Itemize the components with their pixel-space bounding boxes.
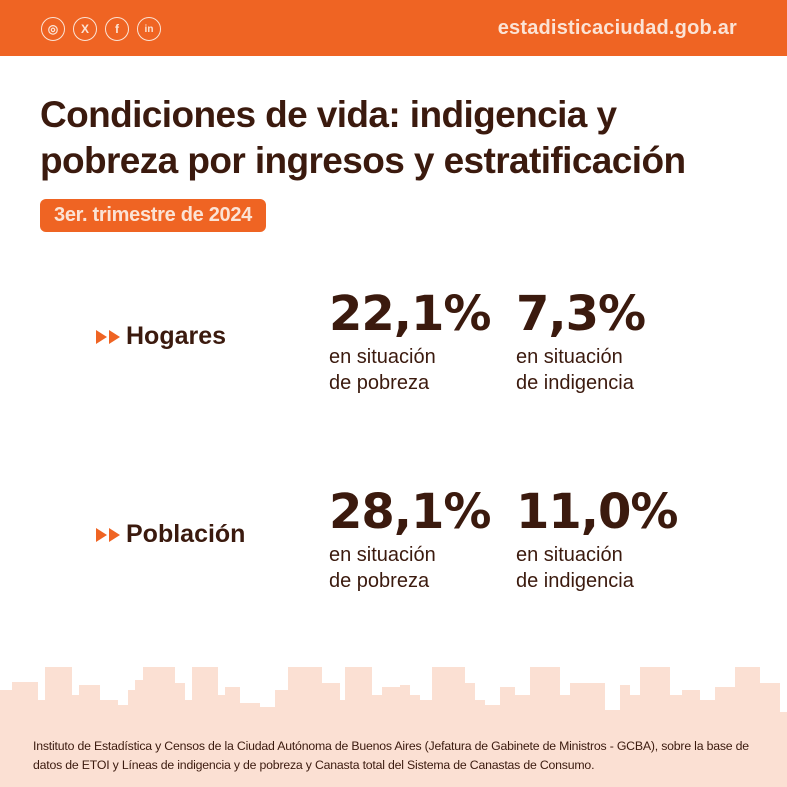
stat-value: 22,1% [329,286,492,342]
instagram-icon[interactable]: ◎ [41,17,65,41]
city-skyline-decoration [0,667,780,715]
footer-band [0,712,787,787]
page-title: Condiciones de vida: indigencia y pobrez… [40,94,686,181]
double-chevron-icon [96,527,120,542]
x-icon[interactable]: X [73,17,97,41]
stat-desc: en situación de pobreza [329,544,436,592]
linkedin-icon[interactable]: in [137,17,161,41]
top-bar: ◎ X f in estadisticaciudad.gob.ar [0,0,787,56]
row-poblacion: Población 28,1% en situación de pobreza 1… [0,486,787,596]
stat-poblacion-pobreza: 28,1% en situación de pobreza [329,484,492,594]
stat-value: 7,3% [516,286,646,342]
stat-hogares-pobreza: 22,1% en situación de pobreza [329,286,492,396]
site-url[interactable]: estadisticaciudad.gob.ar [497,17,737,39]
double-chevron-icon [96,329,120,344]
stat-poblacion-indigencia: 11,0% en situación de indigencia [516,484,679,594]
row-label: Hogares [96,322,226,351]
row-hogares: Hogares 22,1% en situación de pobreza 7,3… [0,288,787,398]
source-note: Instituto de Estadística y Censos de la … [33,739,749,772]
row-label-text: Población [126,520,246,548]
stat-value: 11,0% [516,484,679,540]
stat-desc: en situación de indigencia [516,346,634,394]
row-label-text: Hogares [126,322,227,350]
stat-value: 28,1% [329,484,492,540]
stat-hogares-indigencia: 7,3% en situación de indigencia [516,286,646,396]
facebook-icon[interactable]: f [105,17,129,41]
period-badge: 3er. trimestre de 2024 [40,199,266,232]
stat-desc: en situación de pobreza [329,346,436,394]
social-links: ◎ X f in [41,17,161,41]
stat-desc: en situación de indigencia [516,544,634,592]
row-label: Población [96,520,245,549]
